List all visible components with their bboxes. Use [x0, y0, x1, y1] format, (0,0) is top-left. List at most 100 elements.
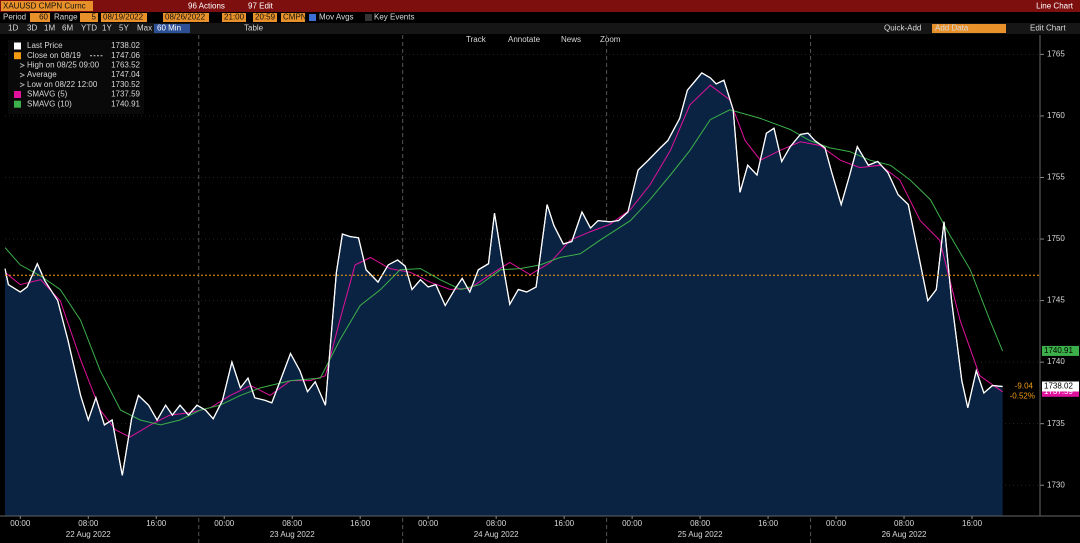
- ticker-box[interactable]: [1, 1, 93, 11]
- x-date-label: 25 Aug 2022: [678, 530, 723, 539]
- x-tick-label: 16:00: [350, 519, 371, 528]
- range-button[interactable]: YTD: [81, 24, 97, 33]
- x-tick-label: 08:00: [894, 519, 915, 528]
- price-area: [5, 72, 1003, 516]
- legend-label: SMAVG (10): [27, 99, 72, 108]
- legend-swatch: [14, 100, 21, 108]
- last-price-tag: 1738.02: [1044, 382, 1073, 391]
- range-button[interactable]: 6M: [62, 24, 73, 33]
- legend-label: Close on 08/19: [27, 51, 81, 60]
- smavg5-tag-box: [1042, 386, 1079, 397]
- legend-icon: [19, 72, 26, 78]
- y-tick-label: 1735: [1047, 419, 1065, 428]
- chart-tool[interactable]: Zoom: [600, 35, 621, 44]
- x-tick-label: 08:00: [282, 519, 303, 528]
- legend-value: 1740.91: [111, 99, 140, 108]
- x-tick-label: 16:00: [758, 519, 779, 528]
- series-line: [5, 84, 1003, 438]
- add-data[interactable]: Add Data: [935, 24, 969, 33]
- y-tick-label: 1760: [1047, 111, 1065, 120]
- chart-tool[interactable]: News: [561, 35, 581, 44]
- start-time-box[interactable]: [222, 13, 246, 22]
- change-box: [1004, 381, 1039, 404]
- range-box[interactable]: [80, 13, 98, 22]
- legend-swatch: [14, 42, 21, 50]
- range-button[interactable]: 1Y: [102, 24, 112, 33]
- legend-value: 1737.59: [111, 90, 140, 99]
- title-bar: [0, 0, 1080, 12]
- change-pct: -0.52%: [1010, 392, 1035, 401]
- end-date[interactable]: 08/26/2022: [165, 13, 206, 22]
- legend-label: Low on 08/22 12:00: [27, 80, 98, 89]
- source-box[interactable]: [281, 13, 305, 22]
- end-time[interactable]: 20:59: [255, 13, 276, 22]
- legend-value: 1763.52: [111, 61, 140, 70]
- legend-label: SMAVG (5): [27, 90, 68, 99]
- x-tick-label: 00:00: [622, 519, 643, 528]
- x-tick-label: 16:00: [962, 519, 983, 528]
- x-tick-label: 16:00: [554, 519, 575, 528]
- source[interactable]: CMPN: [283, 13, 307, 22]
- mov-avgs[interactable]: Mov Avgs: [319, 13, 354, 22]
- change: -9.04: [1015, 382, 1034, 391]
- x-tick-label: 00:00: [826, 519, 847, 528]
- period-box[interactable]: [30, 13, 50, 22]
- edit-menu[interactable]: 97 Edit: [248, 2, 274, 11]
- add-data-box[interactable]: [932, 24, 1006, 33]
- controls-bar: [0, 12, 1080, 23]
- legend-icon: [19, 62, 26, 68]
- x-tick-label: 08:00: [690, 519, 711, 528]
- legend-value: 1747.06: [111, 51, 140, 60]
- legend-value: 1738.02: [111, 41, 140, 50]
- legend-box: [8, 40, 144, 114]
- range-label: Range: [54, 13, 78, 22]
- edit-chart[interactable]: Edit Chart: [1030, 24, 1066, 33]
- interval[interactable]: 60 Min: [157, 24, 181, 33]
- last-price-tag-box: [1042, 381, 1079, 392]
- toolbar: [0, 23, 1080, 34]
- smavg10-tag-box: [1042, 345, 1079, 356]
- period[interactable]: 60: [39, 13, 48, 22]
- start-time[interactable]: 21:00: [224, 13, 245, 22]
- range-button[interactable]: 1M: [44, 24, 55, 33]
- end-date-box[interactable]: [163, 13, 209, 22]
- range-button[interactable]: 5Y: [119, 24, 129, 33]
- x-tick-label: 00:00: [10, 519, 31, 528]
- interval-box[interactable]: [154, 24, 190, 33]
- x-date-label: 24 Aug 2022: [474, 530, 519, 539]
- y-tick-label: 1730: [1047, 480, 1065, 489]
- legend-value: 1730.52: [111, 80, 140, 89]
- legend-label: High on 08/25 09:00: [27, 61, 100, 70]
- chart-tool[interactable]: Track: [466, 35, 487, 44]
- actions-menu[interactable]: 96 Actions: [188, 2, 225, 11]
- start-date-box[interactable]: [101, 13, 147, 22]
- x-date-label: 26 Aug 2022: [882, 530, 927, 539]
- key-events-checkbox[interactable]: [365, 14, 372, 21]
- legend: Last Price 1738.02 Close on 08/19 1747.06 Hi…: [8, 40, 144, 114]
- x-tick-label: 08:00: [486, 519, 507, 528]
- legend-value: 1747.04: [111, 70, 140, 79]
- end-time-box[interactable]: [253, 13, 277, 22]
- legend-label: Last Price: [27, 41, 63, 50]
- range[interactable]: 5: [92, 13, 97, 22]
- chart-tool[interactable]: Annotate: [508, 35, 541, 44]
- chart: 1730 1735 1740 1745 1750 1755 1760 1765 00:00 08:…: [0, 35, 1080, 543]
- range-button[interactable]: 1D: [8, 24, 18, 33]
- legend-swatch: [14, 52, 21, 60]
- ticker[interactable]: XAUUSD CMPN Curnc: [3, 2, 86, 11]
- quick-add[interactable]: Quick-Add: [884, 24, 921, 33]
- y-tick-label: 1765: [1047, 49, 1065, 58]
- y-tick-label: 1750: [1047, 234, 1065, 243]
- start-date[interactable]: 08/19/2022: [103, 13, 144, 22]
- range-button[interactable]: Max: [137, 24, 152, 33]
- x-date-label: 22 Aug 2022: [66, 530, 111, 539]
- table-button[interactable]: Table: [244, 24, 264, 33]
- range-buttons: 1D 3D 1M 6M YTD 1Y 5Y Max: [8, 24, 152, 33]
- range-button[interactable]: 3D: [27, 24, 37, 33]
- mov-avgs-checkbox[interactable]: [309, 14, 316, 21]
- x-date-label: 23 Aug 2022: [270, 530, 315, 539]
- key-events[interactable]: Key Events: [374, 13, 414, 22]
- y-tick-label: 1755: [1047, 173, 1065, 182]
